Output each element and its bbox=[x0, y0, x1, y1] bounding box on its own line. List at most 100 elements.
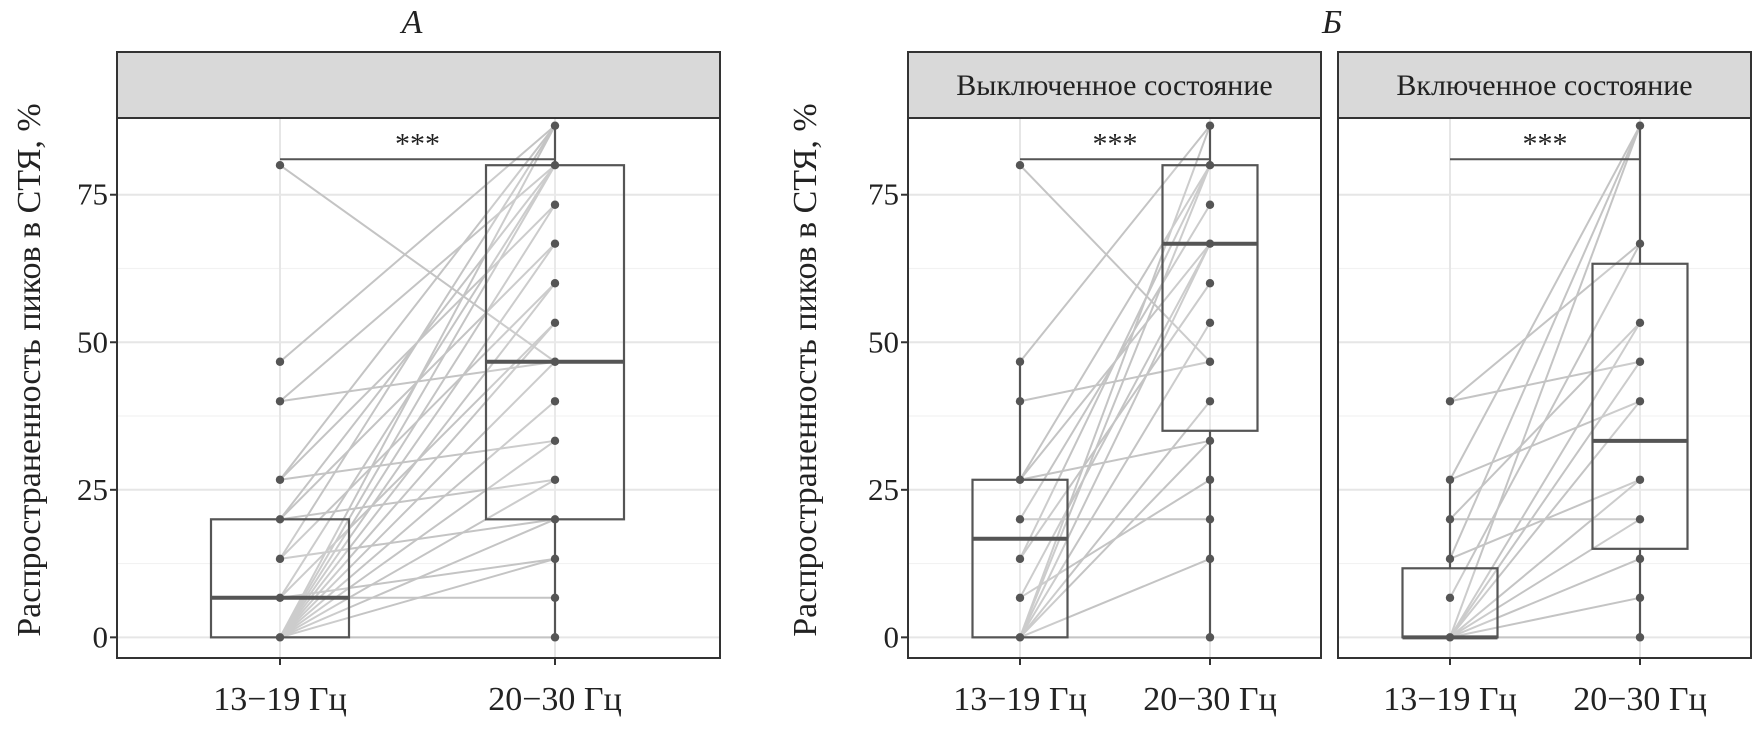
data-point bbox=[275, 475, 285, 484]
pair-line bbox=[1449, 322, 1641, 638]
data-point bbox=[1015, 515, 1025, 524]
panel-border bbox=[1337, 117, 1752, 659]
x-tick-label: 13−19 Гц bbox=[953, 681, 1087, 718]
y-tick-label: 25 bbox=[77, 472, 108, 507]
pair-line bbox=[279, 125, 556, 638]
pair-line bbox=[1449, 479, 1641, 639]
significance-label: *** bbox=[1093, 127, 1138, 160]
data-point bbox=[550, 161, 560, 170]
panel-a-y-axis-label: Распространенность пиков в СТЯ, % bbox=[11, 103, 48, 637]
data-point bbox=[550, 239, 560, 248]
data-point bbox=[1205, 279, 1215, 288]
x-tick-label: 13−19 Гц bbox=[213, 681, 347, 718]
data-point bbox=[1015, 593, 1025, 603]
data-point bbox=[1635, 397, 1645, 406]
y-tick-label: 50 bbox=[868, 324, 899, 359]
panel-b-off-plot: *** 0 25 50 75 13−19 Гц 20−30 Гц bbox=[868, 117, 1322, 718]
pair-line bbox=[1449, 243, 1641, 599]
pair-line bbox=[1449, 400, 1641, 481]
y-tick-label: 75 bbox=[868, 177, 899, 212]
panel-a-plot: *** 0 25 50 75 13−19 Гц 20−30 Гц bbox=[77, 117, 721, 718]
pair-line bbox=[279, 478, 556, 639]
panel-b-on-plot: *** 13−19 Гц 20−30 Гц bbox=[1337, 117, 1752, 718]
data-point bbox=[1445, 515, 1455, 524]
data-point bbox=[1205, 436, 1215, 446]
data-point bbox=[1205, 633, 1215, 642]
pair-line bbox=[1449, 125, 1641, 560]
significance-label: *** bbox=[1523, 127, 1568, 160]
data-point bbox=[1445, 593, 1455, 603]
pair-line bbox=[1449, 596, 1641, 639]
data-point bbox=[1635, 593, 1645, 603]
data-point bbox=[1205, 200, 1215, 209]
data-point bbox=[550, 397, 560, 406]
pair-line bbox=[1019, 440, 1211, 639]
data-point bbox=[550, 436, 560, 446]
x-tick-label: 20−30 Гц bbox=[1573, 681, 1707, 718]
plot-background bbox=[117, 118, 720, 658]
data-point bbox=[550, 357, 560, 366]
data-point bbox=[275, 515, 285, 524]
plot-background bbox=[908, 118, 1321, 658]
data-point bbox=[550, 633, 560, 642]
data-point bbox=[1445, 397, 1455, 406]
pair-line bbox=[279, 361, 556, 639]
pair-line bbox=[279, 125, 556, 481]
panel-a-strip bbox=[116, 51, 721, 119]
panel-b-y-axis-label: Распространенность пиков в СТЯ, % bbox=[787, 103, 824, 637]
data-point bbox=[550, 318, 560, 327]
strip-label-on: Включенное состояние bbox=[1396, 69, 1692, 102]
x-tick-label: 20−30 Гц bbox=[488, 681, 622, 718]
y-tick-label: 0 bbox=[884, 619, 900, 654]
data-point bbox=[1205, 121, 1215, 130]
pair-line bbox=[279, 164, 556, 638]
data-point bbox=[1205, 318, 1215, 327]
data-point bbox=[1015, 397, 1025, 406]
data-point bbox=[275, 357, 285, 366]
panel-b-off-strip: Выключенное состояние bbox=[907, 51, 1322, 119]
data-point bbox=[1635, 357, 1645, 366]
data-point bbox=[1635, 239, 1645, 248]
data-point bbox=[1445, 554, 1455, 564]
data-point bbox=[1635, 515, 1645, 524]
data-point bbox=[550, 593, 560, 603]
pair-line bbox=[279, 282, 556, 638]
panel-border bbox=[907, 117, 1322, 659]
data-point bbox=[550, 554, 560, 564]
data-point bbox=[275, 397, 285, 406]
data-point bbox=[1205, 357, 1215, 366]
pair-line bbox=[1019, 400, 1211, 638]
box-iqr bbox=[484, 164, 626, 521]
data-point bbox=[1015, 357, 1025, 366]
y-tick-label: 0 bbox=[93, 619, 109, 654]
data-point bbox=[275, 554, 285, 564]
box-iqr bbox=[1161, 164, 1259, 432]
pair-line bbox=[279, 204, 556, 638]
data-point bbox=[1635, 554, 1645, 564]
data-point bbox=[1445, 633, 1455, 642]
pair-line bbox=[1019, 243, 1211, 638]
y-tick-label: 25 bbox=[868, 472, 899, 507]
data-point bbox=[275, 633, 285, 642]
x-tick-label: 20−30 Гц bbox=[1143, 681, 1277, 718]
data-point bbox=[550, 515, 560, 524]
data-point bbox=[1205, 475, 1215, 484]
strip-label-off: Выключенное состояние bbox=[956, 69, 1272, 102]
box-iqr bbox=[1401, 567, 1499, 639]
data-point bbox=[1205, 239, 1215, 248]
pair-line bbox=[1449, 361, 1641, 638]
pair-line bbox=[1019, 557, 1211, 639]
data-point bbox=[550, 279, 560, 288]
data-point bbox=[275, 161, 285, 170]
pair-line bbox=[279, 125, 556, 560]
data-point bbox=[1015, 633, 1025, 642]
pair-line bbox=[1019, 125, 1211, 638]
data-point bbox=[1205, 554, 1215, 564]
pair-line bbox=[279, 243, 556, 638]
pair-line bbox=[1019, 164, 1211, 481]
y-tick-label: 75 bbox=[77, 177, 108, 212]
box-iqr bbox=[209, 518, 351, 639]
pair-line bbox=[279, 557, 556, 639]
data-point bbox=[1445, 475, 1455, 484]
